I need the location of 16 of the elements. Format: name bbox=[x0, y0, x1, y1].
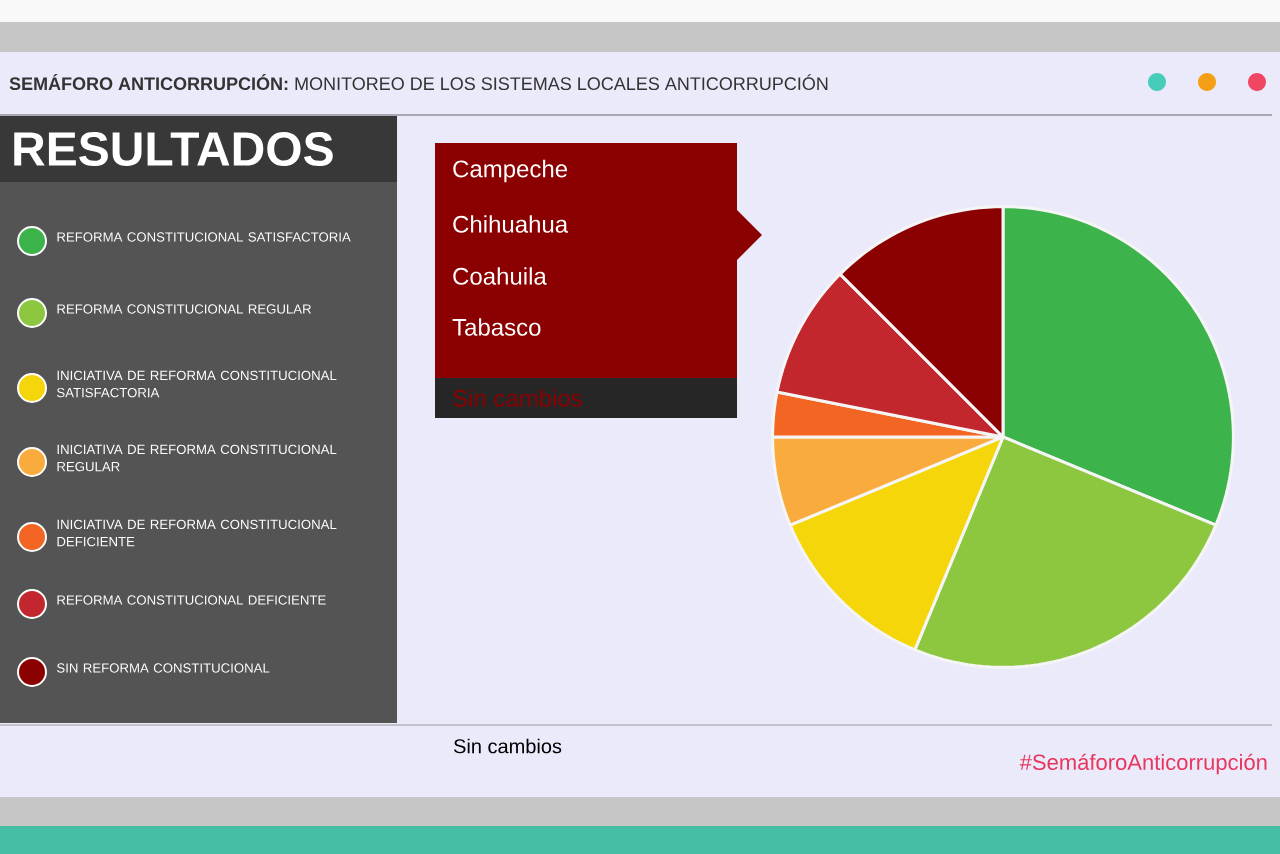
text: Campeche bbox=[453, 159, 568, 183]
text: Coahuila bbox=[453, 267, 547, 285]
text: Sin cambios bbox=[453, 389, 582, 407]
text: Sin cambios bbox=[453, 738, 562, 754]
chart-title: SEMÁFORO ANTICORRUPCIÓN: MONITOREO DE LOS SISTEMAS LOCALES ANTICORRUPCIÓN bbox=[9, 73, 828, 91]
legend-label: INICIATIVA DE REFORMA CONSTITUCIONAL REGULAR bbox=[57, 444, 337, 472]
legend-label: REFORMA CONSTITUCIONAL SATISFACTORIA bbox=[57, 232, 351, 242]
legend-label: REFORMA CONSTITUCIONAL REGULAR bbox=[57, 304, 312, 314]
text: #SemáforoAnticorrupción bbox=[1019, 753, 1267, 775]
text: Tabasco bbox=[452, 318, 541, 336]
legend-label: INICIATIVA DE REFORMA CONSTITUCIONAL DEFICIENTE bbox=[57, 519, 337, 547]
legend-label: INICIATIVA DE REFORMA CONSTITUCIONAL SATISFACTORIA bbox=[57, 370, 337, 398]
legend-label: SIN REFORMA CONSTITUCIONAL bbox=[57, 663, 270, 673]
text: Chihuahua bbox=[453, 215, 569, 233]
chart-subtitle: RESULTADOS bbox=[14, 132, 333, 166]
legend-label: REFORMA CONSTITUCIONAL DEFICIENTE bbox=[57, 595, 326, 605]
